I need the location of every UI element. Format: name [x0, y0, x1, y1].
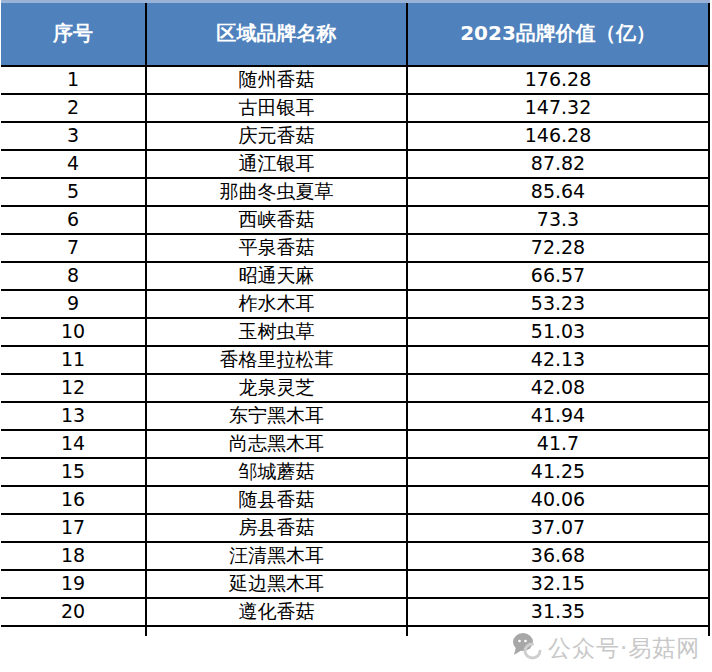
brand-name-cell: 邹城蘑菇 — [146, 458, 407, 486]
brand-name-cell: 东宁黑木耳 — [146, 402, 407, 430]
table-row: 5那曲冬虫夏草85.64 — [1, 178, 709, 206]
partial-row — [1, 626, 709, 636]
table-row: 11香格里拉松茸42.13 — [1, 346, 709, 374]
table-row: 2古田银耳147.32 — [1, 94, 709, 122]
row-index-cell: 11 — [1, 346, 146, 374]
row-index-cell: 14 — [1, 430, 146, 458]
row-index-cell: 19 — [1, 570, 146, 598]
table-row: 13东宁黑木耳41.94 — [1, 402, 709, 430]
brand-value-table-page: 序号 区域品牌名称 2023品牌价值（亿） 1随州香菇176.282古田银耳14… — [0, 0, 712, 672]
brand-name-cell: 昭通天麻 — [146, 262, 407, 290]
brand-value-cell: 85.64 — [407, 178, 709, 206]
table-row: 10玉树虫草51.03 — [1, 318, 709, 346]
brand-value-cell: 42.08 — [407, 374, 709, 402]
row-index-cell: 18 — [1, 542, 146, 570]
brand-name-cell: 通江银耳 — [146, 150, 407, 178]
table-row: 15邹城蘑菇41.25 — [1, 458, 709, 486]
table-body: 1随州香菇176.282古田银耳147.323庆元香菇146.284通江银耳87… — [1, 66, 709, 636]
table-row: 12龙泉灵芝42.08 — [1, 374, 709, 402]
row-index-cell: 7 — [1, 234, 146, 262]
brand-value-cell: 31.35 — [407, 598, 709, 626]
row-index-cell: 8 — [1, 262, 146, 290]
table-row: 20遵化香菇31.35 — [1, 598, 709, 626]
brand-value-cell: 41.7 — [407, 430, 709, 458]
brand-value-cell: 51.03 — [407, 318, 709, 346]
brand-value-cell: 73.3 — [407, 206, 709, 234]
table-row: 18汪清黑木耳36.68 — [1, 542, 709, 570]
brand-name-cell: 房县香菇 — [146, 514, 407, 542]
watermark: 公众号·易菇网 — [512, 631, 700, 665]
brand-name-cell: 遵化香菇 — [146, 598, 407, 626]
watermark-text: 公众号·易菇网 — [548, 633, 700, 664]
brand-value-cell: 36.68 — [407, 542, 709, 570]
brand-value-cell: 42.13 — [407, 346, 709, 374]
brand-value-cell: 176.28 — [407, 66, 709, 94]
brand-value-cell: 146.28 — [407, 122, 709, 150]
table-row: 3庆元香菇146.28 — [1, 122, 709, 150]
row-index-cell: 12 — [1, 374, 146, 402]
row-index-cell: 13 — [1, 402, 146, 430]
brand-value-cell: 37.07 — [407, 514, 709, 542]
brand-value-cell: 72.28 — [407, 234, 709, 262]
header-cell-index: 序号 — [1, 2, 146, 66]
row-index-cell: 17 — [1, 514, 146, 542]
brand-name-cell: 玉树虫草 — [146, 318, 407, 346]
table-row: 4通江银耳87.82 — [1, 150, 709, 178]
empty-cell — [146, 626, 407, 636]
brand-name-cell: 西峡香菇 — [146, 206, 407, 234]
brand-value-cell: 87.82 — [407, 150, 709, 178]
brand-name-cell: 龙泉灵芝 — [146, 374, 407, 402]
brand-name-cell: 平泉香菇 — [146, 234, 407, 262]
row-index-cell: 9 — [1, 290, 146, 318]
brand-name-cell: 随州香菇 — [146, 66, 407, 94]
row-index-cell: 15 — [1, 458, 146, 486]
header-cell-brand-value: 2023品牌价值（亿） — [407, 2, 709, 66]
brand-value-cell: 147.32 — [407, 94, 709, 122]
brand-value-cell: 66.57 — [407, 262, 709, 290]
brand-name-cell: 随县香菇 — [146, 486, 407, 514]
header-cell-brand-name: 区域品牌名称 — [146, 2, 407, 66]
table-row: 7平泉香菇72.28 — [1, 234, 709, 262]
brand-name-cell: 延边黑木耳 — [146, 570, 407, 598]
table-row: 8昭通天麻66.57 — [1, 262, 709, 290]
row-index-cell: 6 — [1, 206, 146, 234]
row-index-cell: 5 — [1, 178, 146, 206]
brand-name-cell: 那曲冬虫夏草 — [146, 178, 407, 206]
table-row: 19延边黑木耳32.15 — [1, 570, 709, 598]
table-row: 16随县香菇40.06 — [1, 486, 709, 514]
brand-name-cell: 庆元香菇 — [146, 122, 407, 150]
table-row: 9柞水木耳53.23 — [1, 290, 709, 318]
brand-value-cell: 40.06 — [407, 486, 709, 514]
empty-cell — [1, 626, 146, 636]
brand-name-cell: 香格里拉松茸 — [146, 346, 407, 374]
brand-value-cell: 32.15 — [407, 570, 709, 598]
brand-value-cell: 41.94 — [407, 402, 709, 430]
table-row: 6西峡香菇73.3 — [1, 206, 709, 234]
brand-name-cell: 古田银耳 — [146, 94, 407, 122]
wechat-chat-bubbles-icon — [512, 631, 542, 665]
table-row: 17房县香菇37.07 — [1, 514, 709, 542]
row-index-cell: 2 — [1, 94, 146, 122]
row-index-cell: 1 — [1, 66, 146, 94]
brand-name-cell: 柞水木耳 — [146, 290, 407, 318]
table-row: 14尚志黑木耳41.7 — [1, 430, 709, 458]
table-row: 1随州香菇176.28 — [1, 66, 709, 94]
brand-name-cell: 汪清黑木耳 — [146, 542, 407, 570]
empty-cell — [407, 626, 709, 636]
header-row: 序号 区域品牌名称 2023品牌价值（亿） — [1, 2, 709, 66]
brand-value-cell: 53.23 — [407, 290, 709, 318]
brand-name-cell: 尚志黑木耳 — [146, 430, 407, 458]
brand-value-table: 序号 区域品牌名称 2023品牌价值（亿） 1随州香菇176.282古田银耳14… — [1, 0, 710, 636]
row-index-cell: 3 — [1, 122, 146, 150]
row-index-cell: 20 — [1, 598, 146, 626]
row-index-cell: 16 — [1, 486, 146, 514]
row-index-cell: 4 — [1, 150, 146, 178]
row-index-cell: 10 — [1, 318, 146, 346]
brand-value-cell: 41.25 — [407, 458, 709, 486]
